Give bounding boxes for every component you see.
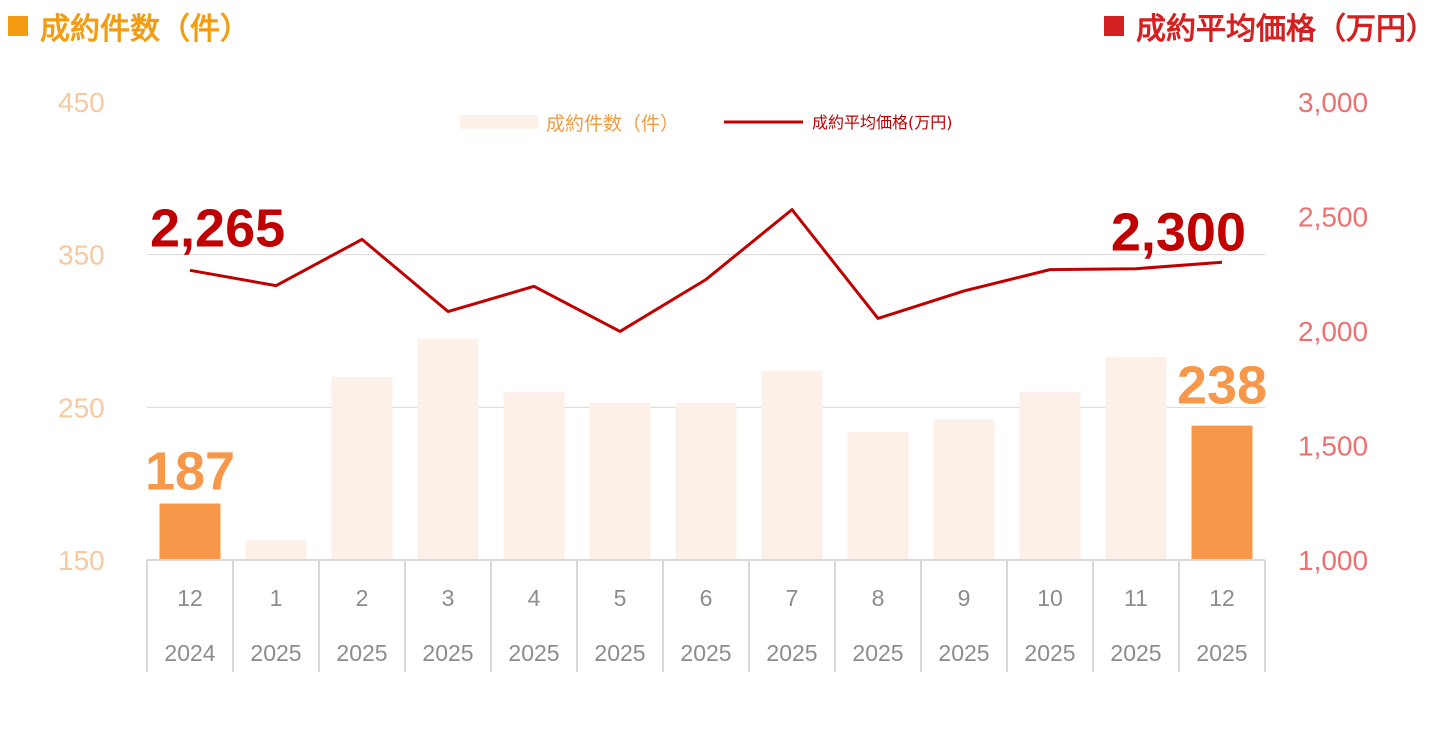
line-data-label-last: 2,300: [1111, 202, 1246, 262]
x-tick-month: 1: [270, 585, 283, 611]
bar: [589, 402, 651, 560]
x-tick-month: 10: [1037, 585, 1063, 611]
bar: [503, 392, 565, 560]
x-tick-month: 12: [1209, 585, 1235, 611]
x-tick-year: 2025: [1110, 640, 1161, 666]
bar: [417, 338, 479, 560]
right-axis-tick: 2,500: [1298, 202, 1368, 233]
x-tick-month: 8: [872, 585, 885, 611]
x-tick-month: 7: [786, 585, 799, 611]
x-tick-year: 2025: [594, 640, 645, 666]
bar: [245, 540, 307, 560]
x-tick-month: 6: [700, 585, 713, 611]
bar: [331, 376, 393, 560]
x-tick-year: 2025: [1196, 640, 1247, 666]
bar: [761, 370, 823, 560]
right-axis-tick: 3,000: [1298, 87, 1368, 118]
right-axis-header: 成約平均価格（万円）: [1104, 4, 1436, 48]
left-axis-tick: 450: [58, 87, 105, 118]
bar: [675, 402, 737, 560]
bar-data-label-first: 187: [145, 442, 235, 502]
left-axis-tick: 250: [58, 392, 105, 423]
right-axis-title: 成約平均価格（万円）: [1136, 12, 1436, 47]
bar: [933, 419, 995, 560]
line-data-label-first: 2,265: [150, 198, 285, 258]
left-header-square-icon: [8, 16, 28, 36]
x-tick-month: 12: [177, 585, 203, 611]
x-tick-year: 2025: [938, 640, 989, 666]
left-axis-tick: 350: [58, 240, 105, 271]
bar: [1019, 392, 1081, 560]
legend-line-label: 成約平均価格(万円): [812, 113, 953, 132]
x-tick-year: 2025: [1024, 640, 1075, 666]
x-tick-month: 4: [528, 585, 541, 611]
bar: [1105, 356, 1167, 560]
bar-data-label-last: 238: [1177, 356, 1267, 416]
bar: [159, 503, 221, 560]
x-tick-year: 2025: [422, 640, 473, 666]
legend-bar-swatch: [460, 115, 538, 129]
x-tick-year: 2024: [164, 640, 215, 666]
legend-bar-label: 成約件数（件）: [546, 113, 679, 135]
right-axis-tick: 2,000: [1298, 316, 1368, 347]
x-tick-year: 2025: [508, 640, 559, 666]
left-axis-title: 成約件数（件）: [40, 12, 250, 47]
x-tick-year: 2025: [250, 640, 301, 666]
x-tick-month: 2: [356, 585, 369, 611]
price-line: [189, 208, 1223, 333]
right-axis-tick: 1,500: [1298, 431, 1368, 462]
x-tick-year: 2025: [336, 640, 387, 666]
x-tick-year: 2025: [766, 640, 817, 666]
left-axis-header: 成約件数（件）: [8, 4, 250, 48]
x-tick-year: 2025: [680, 640, 731, 666]
x-tick-month: 3: [442, 585, 455, 611]
x-tick-month: 11: [1124, 585, 1148, 611]
bar: [1191, 425, 1253, 560]
right-header-square-icon: [1104, 16, 1124, 36]
x-tick-month: 9: [958, 585, 971, 611]
x-tick-year: 2025: [852, 640, 903, 666]
bar: [847, 431, 909, 560]
x-tick-month: 5: [614, 585, 627, 611]
right-axis-tick: 1,000: [1298, 545, 1368, 576]
left-axis-tick: 150: [58, 545, 105, 576]
